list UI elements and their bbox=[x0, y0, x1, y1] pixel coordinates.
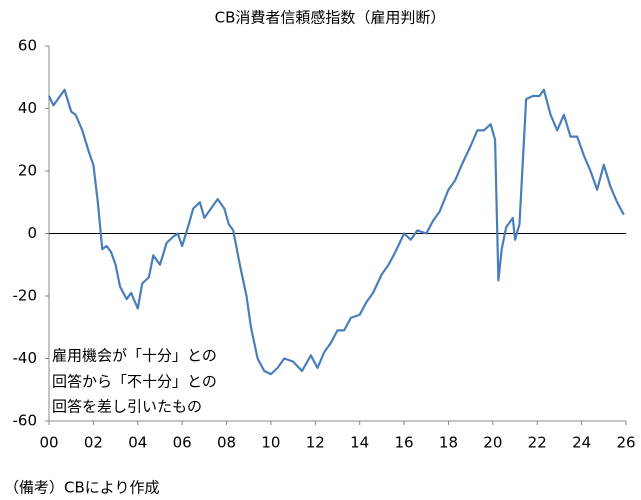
annotation: 回答から「不十分」との bbox=[52, 373, 217, 391]
chart-title: CB消費者信頼感指数（雇用判断） bbox=[215, 9, 446, 27]
annotation: 回答を差し引いたもの bbox=[52, 398, 202, 416]
y-tick-label: -20 bbox=[13, 287, 38, 305]
y-tick-label: 60 bbox=[18, 37, 37, 55]
x-tick-label: 24 bbox=[572, 434, 591, 452]
y-tick-label: 40 bbox=[18, 99, 37, 117]
y-tick-label: 0 bbox=[27, 224, 37, 242]
x-tick-label: 22 bbox=[528, 434, 547, 452]
x-tick-label: 04 bbox=[128, 434, 147, 452]
annotation: 雇用機会が「十分」との bbox=[52, 347, 217, 365]
x-tick-label: 14 bbox=[350, 434, 369, 452]
x-tick-label: 18 bbox=[439, 434, 458, 452]
y-tick-label: 20 bbox=[18, 162, 37, 180]
y-tick-label: -40 bbox=[13, 349, 38, 367]
x-tick-label: 16 bbox=[395, 434, 414, 452]
y-tick-label: -60 bbox=[13, 412, 38, 430]
x-tick-label: 26 bbox=[616, 434, 635, 452]
x-tick-label: 02 bbox=[84, 434, 103, 452]
x-tick-label: 06 bbox=[173, 434, 192, 452]
note: （備考）CBにより作成 bbox=[4, 479, 159, 497]
series-line bbox=[48, 88, 625, 376]
x-tick-label: 12 bbox=[306, 434, 325, 452]
x-tick-label: 20 bbox=[483, 434, 502, 452]
x-tick-label: 00 bbox=[39, 434, 58, 452]
x-tick-label: 08 bbox=[217, 434, 236, 452]
x-tick-label: 10 bbox=[261, 434, 280, 452]
